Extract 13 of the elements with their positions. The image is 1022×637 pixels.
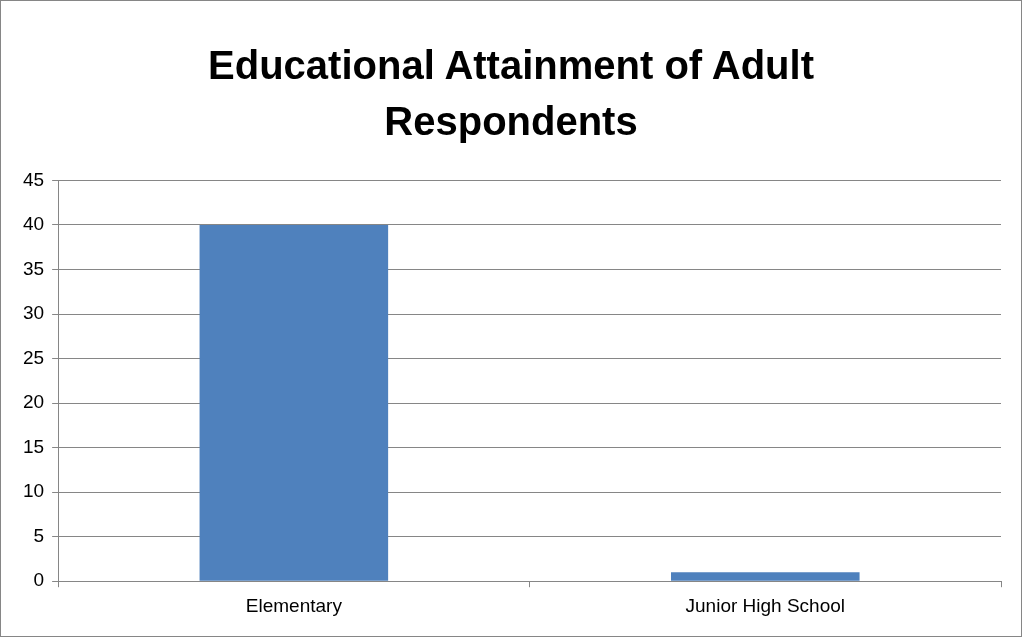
y-tick-label: 45 — [22, 168, 45, 190]
y-tick-label: 40 — [22, 213, 45, 235]
x-tick-label: Junior High School — [685, 594, 846, 616]
y-tick-label: 10 — [22, 480, 45, 502]
y-tick-label: 5 — [33, 524, 45, 546]
y-tick-label: 25 — [22, 346, 45, 368]
y-tick-label: 20 — [22, 391, 45, 413]
chart-title: Educational Attainment of Adult Respondents — [207, 42, 815, 145]
y-tick-label: 15 — [22, 435, 45, 457]
x-tick-label: Elementary — [245, 594, 343, 616]
y-tick-label: 0 — [33, 569, 45, 591]
y-tick-label: 30 — [22, 302, 45, 324]
y-tick-label: 35 — [22, 257, 45, 279]
